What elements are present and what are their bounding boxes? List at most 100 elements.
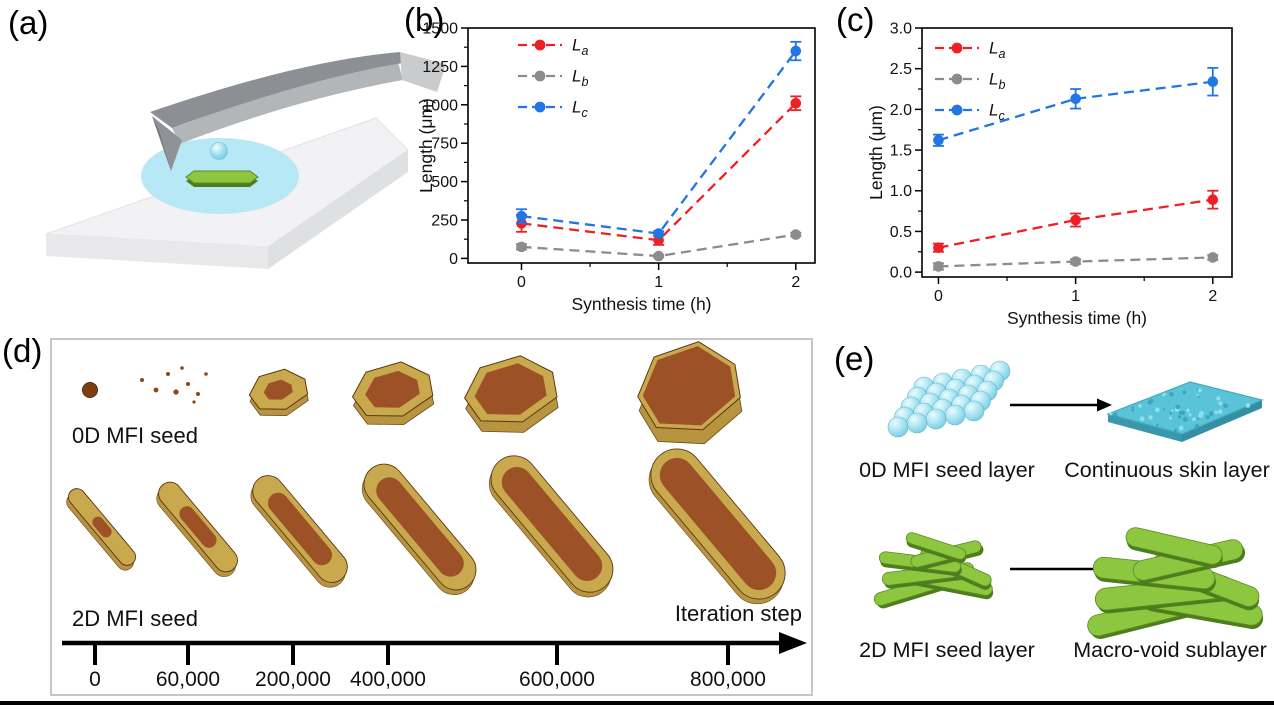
crystal-0d [637, 341, 743, 445]
series-La [932, 189, 1219, 254]
crystal-top [263, 379, 293, 400]
plate-top [179, 506, 217, 548]
data-marker-Lb [1070, 256, 1081, 267]
skin-texture-dot [1192, 417, 1196, 421]
crystal-2d [250, 475, 348, 588]
skin-layer-label: Continuous skin layer [1064, 458, 1270, 482]
skin-texture-dot [1196, 393, 1199, 396]
y-tick-label: 0.5 [890, 224, 912, 241]
x-axis-label: Synthesis time (h) [571, 294, 711, 314]
seed-dot-small [153, 387, 159, 393]
skin-texture-dot [1216, 396, 1221, 401]
skin-texture-dot [1154, 407, 1160, 413]
chart-axes: 0.0 0.5 1.0 1.5 2.0 2.5 3.0 0 1 2 Synthesis time (… [866, 21, 1233, 328]
panel-e-canvas: 0D MFI seed layer Continuous skin layer … [859, 360, 1270, 662]
skin-texture-dot [1245, 403, 1251, 408]
y-tick-label: 0 [449, 251, 458, 268]
chart-c: 0.0 0.5 1.0 1.5 2.0 2.5 3.0 0 1 2 Synthesis time (… [866, 21, 1233, 328]
series-line-Lc [521, 50, 797, 235]
green-plate [1125, 527, 1223, 569]
panel-c-label: (c) [836, 1, 875, 38]
panel-b-label: (b) [404, 1, 445, 38]
green-plate-top [1125, 527, 1223, 565]
skin-texture-dot [1131, 406, 1135, 409]
y-tick-label: 2.0 [890, 102, 912, 119]
green-plate-top [905, 532, 967, 560]
panel-a-label: (a) [8, 4, 49, 41]
series-Lc [932, 66, 1219, 147]
crystal-0d [464, 355, 559, 433]
data-marker-La [933, 242, 944, 254]
y-tick-label: 1250 [422, 59, 458, 76]
skin-layer [1106, 381, 1264, 442]
skin-texture-dot [1182, 390, 1187, 395]
legend-marker-La [951, 42, 963, 54]
data-marker-La [790, 97, 802, 109]
chart-legend: La Lb Lc [518, 36, 588, 120]
skin-texture-dot [1182, 416, 1188, 422]
skin-texture-dot [1186, 408, 1190, 413]
panel-d-canvas: 0D MFI seed 2D MFI seed Iteration step 0… [62, 341, 807, 691]
y-tick-label: 2.5 [890, 61, 912, 78]
panel-d-label: (d) [2, 332, 43, 369]
x-tick-label: 1 [654, 274, 663, 291]
layer-schematics [873, 360, 1264, 639]
axis-tick-label: 200,000 [255, 668, 331, 691]
plate-top [376, 477, 464, 577]
skin-texture-dot [1197, 417, 1200, 420]
y-tick-label: 750 [431, 136, 458, 153]
legend-marker-La [534, 39, 546, 51]
seed-dot-small [140, 378, 144, 382]
seed-sphere [944, 404, 966, 426]
skin-texture-dot [1162, 392, 1166, 397]
green-plate [905, 532, 967, 564]
skin-texture-dot [1208, 411, 1214, 417]
seed-sphere [925, 408, 947, 430]
panel-e-label: (e) [834, 340, 875, 377]
y-tick-label: 250 [431, 212, 458, 229]
data-marker-Lc [933, 134, 944, 146]
seed-dot-small [204, 372, 208, 376]
legend-marker-Lc [951, 104, 963, 116]
green-plate-pile [873, 532, 994, 609]
seed-plate [185, 170, 259, 184]
transform-arrowhead [1097, 398, 1112, 412]
skin-texture-dot [1169, 416, 1173, 420]
skin-texture-dot [1109, 412, 1113, 416]
skin-texture-dot [1162, 407, 1165, 411]
cantilever-side-face [172, 62, 403, 144]
y-tick-label: 500 [431, 174, 458, 191]
chart-b: 0 250 500 750 1000 1250 1500 0 1 2 Synthesis time … [418, 21, 816, 314]
legend-marker-Lb [534, 70, 546, 82]
cantilever-end-face [400, 52, 446, 92]
seed-dot [82, 382, 98, 398]
crystal-2d [156, 481, 238, 577]
axis-tick-label: 60,000 [156, 668, 220, 691]
legend-text-Lc: Lc [989, 101, 1005, 124]
skin-texture-dot [1197, 395, 1200, 398]
plate-top [92, 516, 112, 538]
axis-tick-label: 600,000 [519, 668, 595, 691]
y-tick-label: 1.5 [890, 143, 912, 160]
skin-top-face [1106, 381, 1264, 435]
series-line-La [521, 102, 797, 242]
skin-texture-dot [1178, 410, 1183, 415]
skin-texture-dot [1199, 410, 1204, 416]
x-axis-label: Synthesis time (h) [1007, 308, 1147, 328]
seed-sphere [963, 400, 985, 422]
x-tick-label: 2 [791, 274, 800, 291]
iteration-step-label: Iteration step [675, 601, 802, 626]
skin-texture-dot [1148, 415, 1153, 420]
skin-texture-dot [1173, 428, 1178, 432]
legend-text-La: La [989, 39, 1005, 62]
y-axis-label: Length (μm) [866, 105, 886, 200]
skin-texture-dot [1194, 424, 1200, 429]
skin-texture-dot [1169, 411, 1172, 415]
seed-dot-small [173, 389, 179, 395]
x-tick-label: 0 [934, 288, 943, 305]
sphere-grid [887, 360, 1011, 438]
row-0d-seed-label: 0D MFI seed [72, 423, 198, 448]
seed-dot-small [166, 372, 170, 376]
y-tick-label: 1.0 [890, 183, 912, 200]
